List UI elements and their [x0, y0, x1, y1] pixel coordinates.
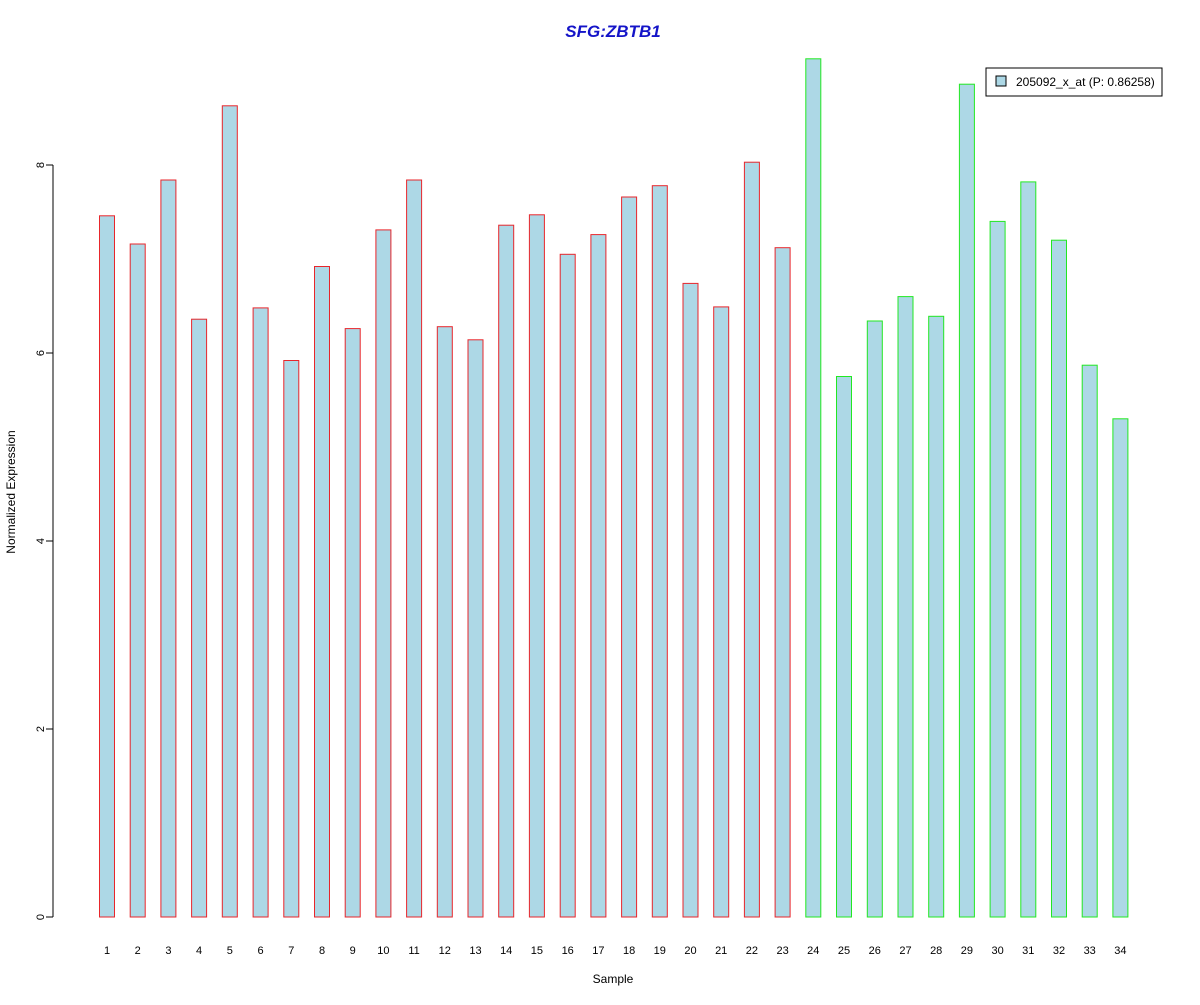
- bar-sample-26: [866, 320, 883, 918]
- bar-sample-14: [498, 224, 515, 918]
- x-tick-label: 8: [319, 945, 325, 957]
- bar-sample-24: [805, 58, 822, 918]
- legend-entry: 205092_x_at (P: 0.86258): [1016, 75, 1155, 89]
- bar-sample-31: [1020, 181, 1037, 918]
- x-axis-label: Sample: [593, 972, 634, 986]
- x-tick-label: 18: [623, 945, 635, 957]
- bar-sample-8: [314, 266, 330, 918]
- x-tick-label: 23: [776, 945, 788, 957]
- x-tick-label: 1: [104, 945, 110, 957]
- x-tick-label: 10: [377, 945, 389, 957]
- x-tick-label: 6: [258, 945, 264, 957]
- x-tick-label: 29: [961, 945, 973, 957]
- x-tick-label: 12: [439, 945, 451, 957]
- legend-swatch: [995, 75, 1007, 87]
- bar-sample-30: [989, 220, 1006, 918]
- y-tick-label: 2: [35, 726, 47, 732]
- x-tick-label: 16: [562, 945, 574, 957]
- x-tick-label: 34: [1114, 945, 1126, 957]
- bar-sample-6: [252, 307, 269, 918]
- x-tick-label: 17: [592, 945, 604, 957]
- x-tick-label: 33: [1084, 945, 1096, 957]
- x-tick-label: 20: [684, 945, 696, 957]
- bar-sample-23: [774, 247, 791, 918]
- bars-layer: [99, 58, 1129, 918]
- y-axis-ticks: 0 2 4 6 8: [35, 162, 53, 920]
- x-tick-label: 7: [288, 945, 294, 957]
- bar-sample-1: [99, 215, 115, 918]
- legend-box: [985, 67, 1163, 97]
- x-tick-label: 9: [350, 945, 356, 957]
- bar-sample-5: [221, 105, 238, 918]
- x-tick-label: 19: [654, 945, 666, 957]
- bar-sample-18: [621, 196, 638, 918]
- bar-sample-16: [559, 253, 576, 918]
- bar-sample-4: [191, 318, 208, 918]
- x-tick-label: 26: [869, 945, 881, 957]
- x-tick-label: 13: [469, 945, 481, 957]
- x-tick-label: 2: [135, 945, 141, 957]
- y-tick-label: 0: [35, 914, 47, 920]
- x-tick-label: 27: [899, 945, 911, 957]
- x-tick-label: 21: [715, 945, 727, 957]
- bar-sample-3: [160, 179, 177, 918]
- x-axis-ticks: 1 2 3 4 5 6 7 8 9 10 11 12 13 14 15 16 17 18 19 20 21 22 23 24 2…: [104, 945, 1127, 957]
- x-tick-label: 25: [838, 945, 850, 957]
- bar-sample-10: [375, 229, 392, 918]
- bar-sample-17: [590, 234, 607, 918]
- y-axis-label: Normalized Expression: [4, 430, 18, 553]
- x-tick-label: 24: [807, 945, 819, 957]
- x-tick-label: 3: [165, 945, 171, 957]
- bar-sample-32: [1051, 239, 1067, 918]
- x-tick-label: 31: [1022, 945, 1034, 957]
- bar-sample-7: [283, 360, 300, 918]
- x-tick-label: 32: [1053, 945, 1065, 957]
- bar-sample-20: [682, 282, 699, 918]
- bar-sample-33: [1081, 364, 1098, 918]
- bar-sample-21: [713, 306, 730, 918]
- bar-sample-34: [1112, 418, 1129, 918]
- bar-sample-2: [129, 243, 146, 918]
- x-tick-label: 30: [991, 945, 1003, 957]
- bar-sample-29: [958, 83, 975, 918]
- bar-sample-12: [436, 326, 453, 918]
- chart-title: SFG:ZBTB1: [565, 22, 660, 41]
- y-tick-label: 8: [35, 162, 47, 168]
- y-tick-label: 6: [35, 350, 47, 356]
- x-tick-label: 22: [746, 945, 758, 957]
- bar-sample-28: [928, 315, 945, 918]
- x-tick-label: 11: [408, 945, 419, 957]
- bar-sample-9: [344, 328, 361, 918]
- bar-sample-13: [467, 339, 484, 918]
- x-tick-label: 5: [227, 945, 233, 957]
- bar-sample-15: [528, 214, 545, 918]
- bar-sample-27: [897, 296, 914, 918]
- x-tick-label: 15: [531, 945, 543, 957]
- bar-sample-25: [836, 376, 852, 918]
- bar-sample-22: [743, 161, 760, 918]
- x-tick-label: 28: [930, 945, 942, 957]
- x-tick-label: 4: [196, 945, 202, 957]
- bar-sample-11: [406, 179, 423, 918]
- x-tick-label: 14: [500, 945, 512, 957]
- y-tick-label: 4: [35, 538, 47, 544]
- bar-sample-19: [651, 185, 668, 918]
- legend: 205092_x_at (P: 0.86258): [985, 67, 1163, 97]
